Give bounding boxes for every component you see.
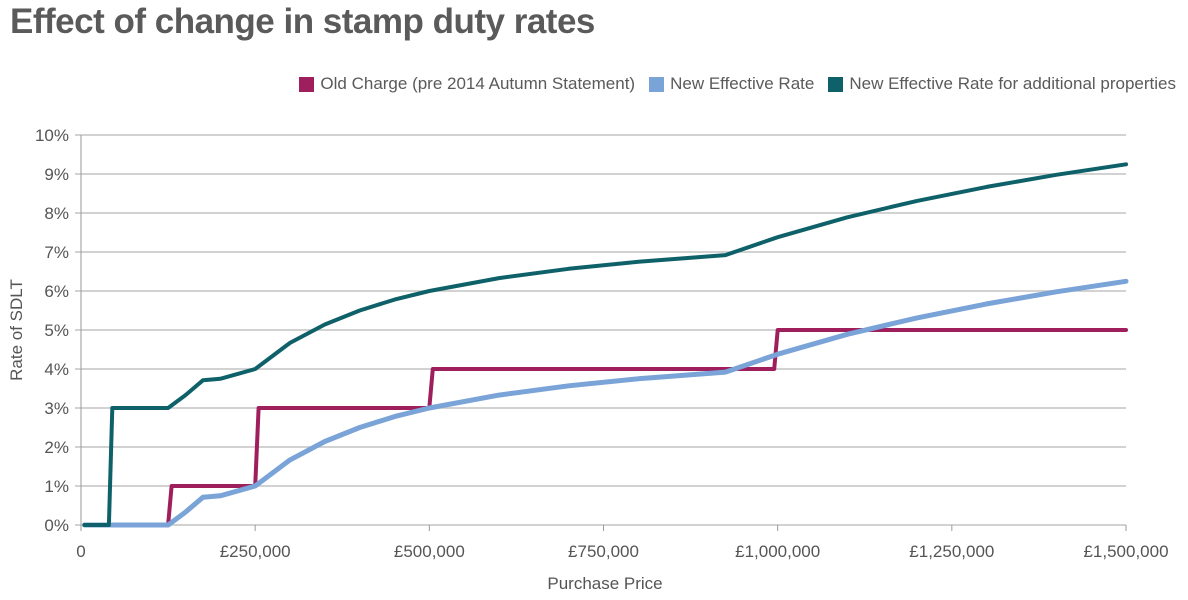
legend-swatch-new-effective-rate (649, 76, 665, 92)
y-tick-label: 10% (35, 126, 69, 145)
x-tick-label: £250,000 (220, 542, 291, 561)
series-line-1 (82, 278, 1129, 528)
axes (80, 135, 1127, 531)
y-tick-label: 3% (44, 399, 69, 418)
legend-label-additional-properties: New Effective Rate for additional proper… (849, 74, 1176, 93)
y-tick-label: 0% (44, 516, 69, 535)
y-tick-labels: 0% 1% 2% 3% 4% 5% 6% 7% 8% 9% 10% (35, 126, 69, 535)
y-tick-label: 2% (44, 438, 69, 457)
x-tick-label: £500,000 (394, 542, 465, 561)
x-tick-label: 0 (76, 542, 85, 561)
y-tick-label: 5% (44, 321, 69, 340)
y-tick-label: 4% (44, 360, 69, 379)
y-tick-label: 9% (44, 165, 69, 184)
chart-legend: Old Charge (pre 2014 Autumn Statement) N… (285, 74, 1176, 94)
y-axis-title: Rate of SDLT (7, 279, 26, 381)
y-tick-label: 6% (44, 282, 69, 301)
series-line-0 (82, 328, 1128, 527)
legend-item-additional-properties: New Effective Rate for additional proper… (828, 74, 1176, 94)
x-tick-label: £1,250,000 (909, 542, 994, 561)
y-tick-label: 8% (44, 204, 69, 223)
legend-item-old-charge: Old Charge (pre 2014 Autumn Statement) (299, 74, 635, 94)
x-axis-title: Purchase Price (547, 574, 662, 593)
series-line-2 (82, 162, 1128, 527)
y-tick-label: 7% (44, 243, 69, 262)
legend-label-new-effective-rate: New Effective Rate (670, 74, 815, 93)
series-lines (82, 162, 1129, 528)
x-tick-labels: 0 £250,000 £500,000 £750,000 £1,000,000 £1,25… (76, 542, 1168, 561)
x-tick-label: £1,000,000 (735, 542, 820, 561)
x-tick-label: £750,000 (568, 542, 639, 561)
x-tick-label: £1,500,000 (1083, 542, 1168, 561)
legend-label-old-charge: Old Charge (pre 2014 Autumn Statement) (320, 74, 636, 93)
legend-item-new-effective-rate: New Effective Rate (649, 74, 814, 94)
y-tick-label: 1% (44, 477, 69, 496)
legend-swatch-old-charge (299, 76, 315, 92)
chart-title: Effect of change in stamp duty rates (10, 2, 595, 41)
legend-swatch-additional-properties (828, 76, 844, 92)
